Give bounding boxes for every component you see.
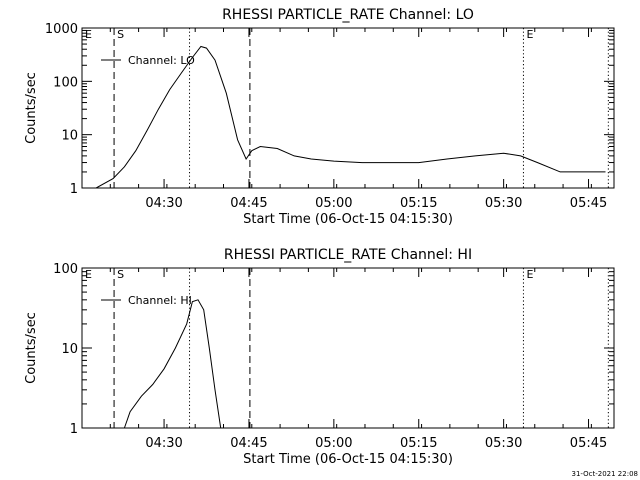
x-axis-label: Start Time (06-Oct-15 04:15:30) xyxy=(243,212,453,227)
x-tick-label: 05:00 xyxy=(315,436,352,451)
y-tick-label: 1 xyxy=(70,422,78,437)
event-marker-label: E xyxy=(526,28,533,41)
event-marker-label: E xyxy=(85,268,92,281)
y-tick-label: 100 xyxy=(53,262,78,277)
plot-frame xyxy=(81,267,615,429)
event-marker-label: E xyxy=(85,28,92,41)
x-tick-label: 05:30 xyxy=(485,436,522,451)
x-tick-label: 05:15 xyxy=(400,436,437,451)
chart-panel-lo: RHESSI PARTICLE_RATE Channel: LO Start Ti… xyxy=(24,7,615,227)
chart-panel-hi: RHESSI PARTICLE_RATE Channel: HI Start Ti… xyxy=(24,247,615,467)
x-tick-label: 05:30 xyxy=(485,196,522,211)
event-marker-label: S xyxy=(117,28,124,41)
x-axis-label: Start Time (06-Oct-15 04:15:30) xyxy=(243,452,453,467)
y-tick-label: 100 xyxy=(53,75,78,90)
x-tick-label: 04:45 xyxy=(230,196,267,211)
plot-frame xyxy=(81,27,615,189)
series-line xyxy=(123,299,222,429)
x-tick-label: 05:45 xyxy=(570,436,607,451)
x-tick-label: 05:00 xyxy=(315,196,352,211)
legend-label: Channel: LO xyxy=(128,54,195,67)
y-tick-label: 1 xyxy=(70,182,78,197)
y-axis-label: Counts/sec xyxy=(24,312,39,384)
x-tick-label: 05:45 xyxy=(570,196,607,211)
chart-title: RHESSI PARTICLE_RATE Channel: HI xyxy=(224,247,472,263)
footer-timestamp: 31-Oct-2021 22:08 xyxy=(572,470,638,478)
legend-label: Channel: HI xyxy=(128,294,192,307)
y-tick-label: 10 xyxy=(61,129,78,144)
x-tick-label: 05:15 xyxy=(400,196,437,211)
event-marker-label: E xyxy=(526,268,533,281)
y-axis-label: Counts/sec xyxy=(24,72,39,144)
series-line xyxy=(82,45,606,189)
x-tick-label: 04:30 xyxy=(145,436,182,451)
chart-title: RHESSI PARTICLE_RATE Channel: LO xyxy=(222,7,474,23)
y-tick-label: 1000 xyxy=(45,22,78,37)
x-tick-label: 04:45 xyxy=(230,436,267,451)
event-marker-label: S xyxy=(117,268,124,281)
x-tick-label: 04:30 xyxy=(145,196,182,211)
y-tick-label: 10 xyxy=(61,342,78,357)
